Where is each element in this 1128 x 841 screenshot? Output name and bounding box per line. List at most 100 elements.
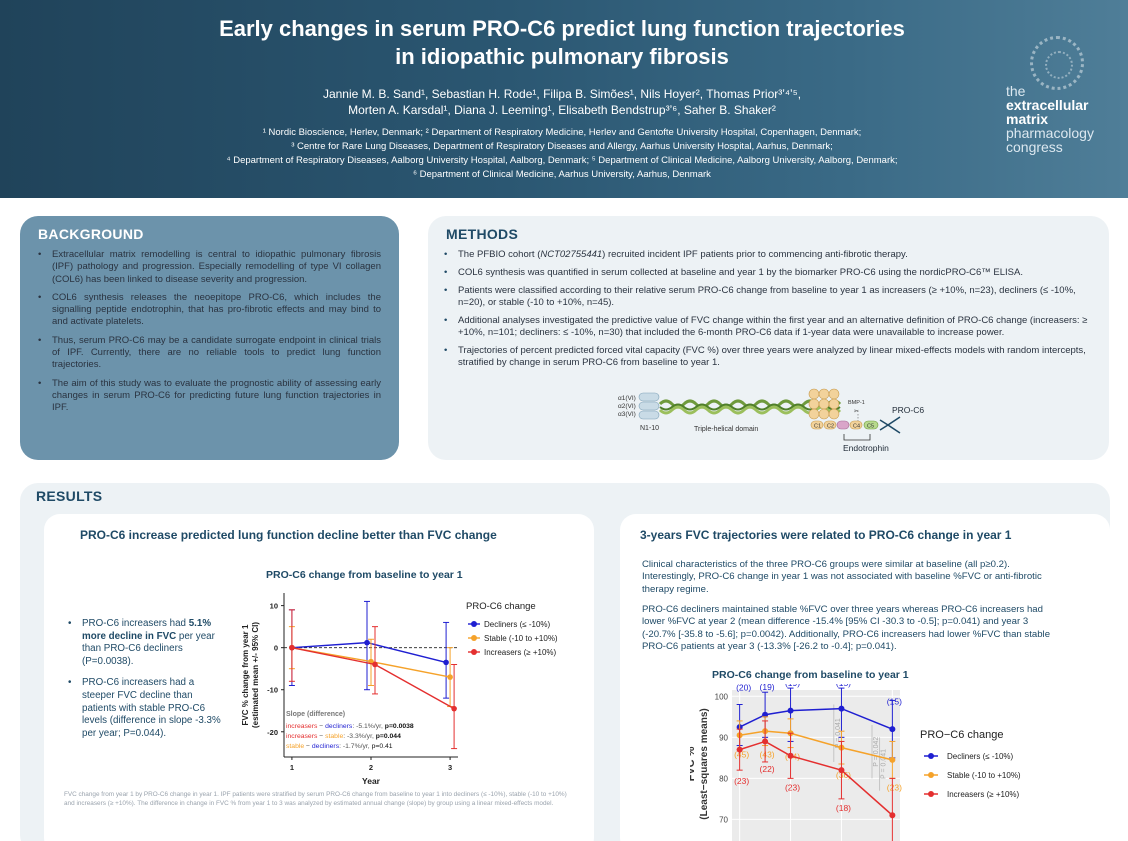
data-point [787, 752, 794, 759]
c5-domain [863, 420, 879, 430]
title-line-2: in idiopathic pulmonary fibrosis [395, 44, 729, 69]
affiliation-line-1: ¹ Nordic Bioscience, Herlev, Denmark; ² … [262, 127, 862, 138]
sample-size-label: (19) [785, 684, 800, 688]
legend-title: PRO−C6 change [920, 729, 1003, 741]
c2-domain [823, 420, 837, 430]
affiliation-line-2: ³ Centre for Rare Lung Diseases, Departm… [291, 141, 833, 152]
data-point [762, 738, 769, 745]
title-line-1: Early changes in serum PRO-C6 predict lu… [219, 16, 905, 41]
triple-helix-strand [659, 403, 841, 411]
background-item: The aim of this study was to evaluate th… [38, 378, 381, 415]
data-point [451, 705, 457, 712]
background-item: Extracellular matrix remodelling is cent… [38, 249, 381, 286]
slope-row-part: decliners [312, 743, 340, 750]
y-tick-label: 100 [715, 692, 729, 701]
c4-label: C4 [853, 424, 860, 430]
background-item: Thus, serum PRO-C6 may be a candidate su… [38, 335, 381, 372]
methods-heading: METHODS [446, 226, 519, 242]
affiliation-line-3: ⁴ Department of Respiratory Diseases, Aa… [226, 155, 898, 166]
logo-line: the [1006, 83, 1026, 99]
finding-item: PRO-C6 increasers had 5.1% more decline … [68, 618, 228, 668]
authors-line-1: Jannie M. B. Sand¹, Sebastian H. Rode¹, … [322, 87, 802, 101]
logo-line: congress [1006, 139, 1063, 155]
logo-line: extracellular [1006, 97, 1089, 113]
left-card-title: PRO-C6 increase predicted lung function … [80, 528, 497, 542]
legend-label: Stable (-10 to +10%) [947, 771, 1021, 780]
significance-label: P = 0.041 [835, 718, 842, 748]
y-axis-label: (Least−squares means) [699, 708, 710, 819]
helix-label: Triple-helical domain [694, 426, 758, 433]
data-point [443, 659, 449, 666]
data-point [289, 644, 295, 651]
slope-box-title: Slope (difference) [286, 711, 345, 718]
slope-row-part: p=0.044 [376, 733, 401, 740]
alpha3-label: α3(VI) [618, 411, 636, 418]
data-point [889, 756, 896, 763]
legend-swatch-point [471, 621, 477, 627]
series-line [291, 646, 455, 710]
y-tick-label: 80 [719, 774, 728, 783]
legend-label: Decliners (≤ -10%) [947, 752, 1014, 761]
x-tick-label: 3 [448, 763, 452, 772]
finding-text: per year than PRO-C6 decliners (P=0.0038… [82, 630, 215, 667]
scissors-icon: ✂ [854, 409, 859, 415]
alpha2-label: α2(VI) [618, 403, 636, 410]
methods-item: Trajectories of percent predicted forced… [444, 345, 1096, 370]
legend-swatch-point [928, 753, 934, 759]
sample-size-label: (23) [887, 782, 902, 792]
background-list: Extracellular matrix remodelling is cent… [38, 249, 381, 421]
alpha1-label: α1(VI) [618, 395, 636, 402]
background-heading: BACKGROUND [38, 226, 144, 242]
slope-row-part: decliners [325, 723, 353, 730]
sample-size-label: (18) [836, 803, 851, 813]
slope-row-part: p=0.0038 [385, 723, 414, 730]
data-point [736, 746, 743, 753]
y-axis-label: (estimated mean +/- 95% CI) [251, 622, 260, 728]
y-tick-label: 0 [274, 644, 278, 653]
data-point [372, 661, 378, 668]
data-point [762, 711, 769, 718]
left-figure-caption: FVC change from year 1 by PRO-C6 change … [64, 791, 567, 807]
finding-item: PRO-C6 increasers had a steeper FVC decl… [68, 677, 228, 740]
congress-logo-text: the extracellular matrix pharmacology co… [1006, 84, 1094, 154]
finding-highlight: 5.1% more decline in FVC [82, 618, 212, 642]
slope-row: increasers − decliners: -5.1%/yr, p=0.00… [286, 723, 414, 730]
series-2 [288, 609, 458, 750]
poster-header: Early changes in serum PRO-C6 predict lu… [0, 0, 1128, 198]
y-axis-label: FVC % [690, 746, 697, 781]
fvc-change-chart: 10 0 -10 -20 1 2 3 Year FVC % change from year 1… [241, 593, 558, 786]
right-paragraph-2: PRO-C6 decliners maintained stable %FVC … [642, 604, 1051, 653]
y-tick-label: 10 [270, 602, 278, 611]
significance-label: P = 0.041 [881, 749, 888, 779]
data-point [838, 705, 845, 712]
y-tick-label: 90 [719, 733, 728, 742]
slope-row: increasers − stable: -3.3%/yr, p=0.044 [286, 733, 401, 740]
left-findings-list: PRO-C6 increasers had 5.1% more decline … [68, 618, 228, 749]
sample-size-label: (23) [785, 782, 800, 792]
legend-title: PRO-C6 change [466, 601, 536, 612]
data-point [447, 674, 453, 680]
c1-label: C1 [814, 424, 821, 430]
legend-swatch-point [471, 635, 477, 641]
congress-logo-icon [1030, 36, 1084, 90]
sample-size-label: (22) [760, 764, 775, 774]
data-point [889, 726, 896, 733]
author-list: Jannie M. B. Sand¹, Sebastian H. Rode¹, … [0, 86, 1124, 118]
right-paragraph-1: Clinical characteristics of the three PR… [642, 559, 1042, 595]
n-domain-shape [638, 401, 660, 411]
bmp1-label: BMP-1 [848, 400, 865, 406]
legend-label: Stable (-10 to +10%) [484, 634, 558, 643]
slope-row-part: p=0.41 [372, 743, 393, 750]
c1-domain [810, 420, 824, 430]
col6-structure-diagram: α1(VI) α2(VI) α3(VI) N1-10 Triple-helica… [618, 388, 924, 453]
slope-row-part: stable [286, 743, 304, 750]
slope-row-part: : -1.7%/yr, [339, 743, 371, 750]
sample-size-label: (19) [760, 684, 775, 692]
slope-row-part: − [317, 723, 325, 730]
trial-id: NCT02755441 [540, 249, 603, 260]
logo-line: pharmacology [1006, 125, 1094, 141]
x-tick-label: 2 [369, 763, 373, 772]
c2-label: C2 [827, 424, 834, 430]
y-axis-label: FVC % change from year 1 [241, 624, 250, 725]
right-chart-title: PRO-C6 change from baseline to year 1 [712, 669, 909, 681]
